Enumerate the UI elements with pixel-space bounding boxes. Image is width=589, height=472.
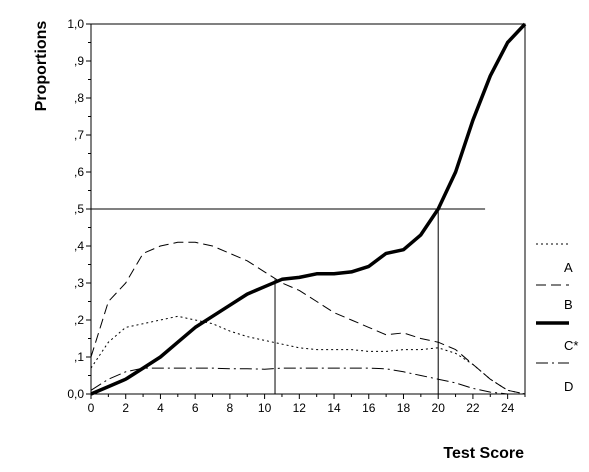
series-line-d (90, 367, 525, 395)
y-tick-label: ,3 (74, 276, 84, 290)
y-tick-label: ,6 (74, 165, 84, 179)
y-tick-label: ,4 (74, 239, 84, 253)
legend-label: A (564, 260, 573, 275)
legend-label: D (564, 379, 573, 394)
x-tick-label: 12 (293, 401, 307, 415)
y-tick-label: ,1 (74, 350, 84, 364)
y-tick-label: ,7 (74, 128, 84, 142)
x-tick-label: 14 (327, 401, 341, 415)
series-lines (90, 22, 527, 396)
y-tick-label: ,9 (74, 54, 84, 68)
x-tick-label: 2 (122, 401, 129, 415)
y-axis-title: Proportions (33, 21, 50, 112)
series-line-b (90, 241, 526, 395)
x-tick-label: 8 (227, 401, 234, 415)
legend-label: B (564, 297, 573, 312)
x-tick-label: 20 (432, 401, 446, 415)
x-axis-ticks: 0 2 4 6 8 10 12 14 16 18 20 22 24 (88, 394, 526, 415)
legend: A B C* D (536, 243, 578, 394)
x-tick-label: 24 (501, 401, 515, 415)
series-line-c-star (90, 22, 527, 396)
x-tick-label: 22 (466, 401, 480, 415)
x-axis-title: Test Score (443, 445, 524, 462)
y-tick-label: 0,0 (67, 387, 84, 401)
y-tick-label: ,5 (74, 202, 84, 216)
x-tick-label: 4 (157, 401, 164, 415)
y-tick-label: 1,0 (67, 17, 84, 31)
y-tick-label: ,8 (74, 91, 84, 105)
x-tick-label: 16 (362, 401, 376, 415)
reference-lines (91, 208, 486, 394)
x-tick-label: 18 (397, 401, 411, 415)
legend-label: C* (564, 338, 578, 353)
y-tick-label: ,2 (74, 313, 84, 327)
x-tick-label: 6 (192, 401, 199, 415)
y-axis-ticks: 0,0 ,1 ,2 ,3 ,4 ,5 ,6 ,7 ,8 ,9 1,0 (67, 17, 91, 401)
series-line-a (90, 315, 526, 395)
x-tick-label: 10 (258, 401, 272, 415)
x-tick-label: 0 (88, 401, 95, 415)
